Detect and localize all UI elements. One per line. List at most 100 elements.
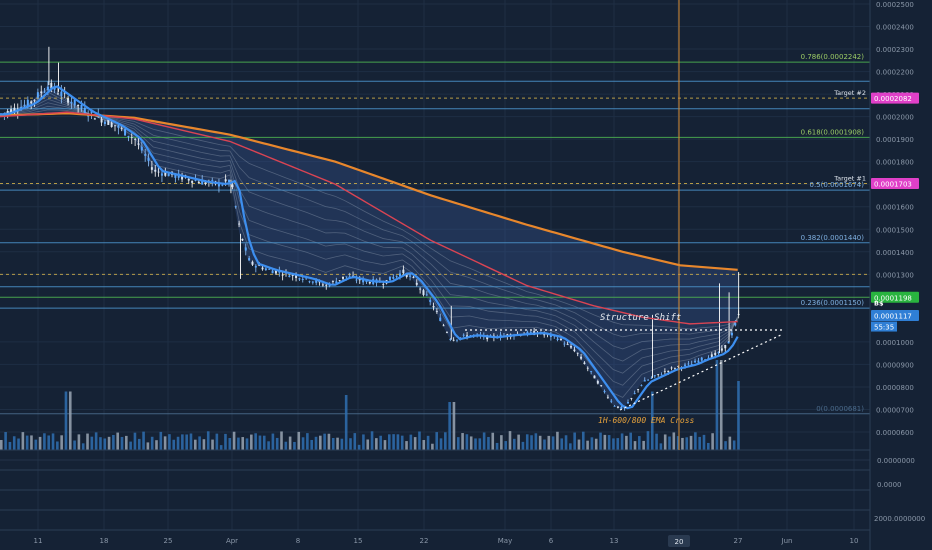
candle-body (429, 300, 432, 302)
volume-bar (650, 391, 654, 450)
candle-body (590, 371, 593, 372)
candle-body (134, 138, 137, 140)
candle-body (727, 341, 730, 344)
candle-body (412, 277, 415, 278)
volume-bar (206, 431, 210, 450)
volume-bar (724, 441, 727, 450)
volume-bar (12, 436, 16, 450)
volume-bar (21, 432, 25, 450)
candle-body (308, 281, 311, 283)
time-tick-label: 27 (734, 537, 743, 545)
volume-bar (547, 435, 551, 450)
candle-body (596, 381, 599, 384)
volume-bar (172, 439, 176, 450)
candle-body (556, 338, 559, 341)
candle-body (211, 180, 214, 181)
volume-bar (616, 438, 620, 450)
volume-bar (319, 435, 322, 450)
candle-body (439, 317, 442, 321)
candle-body (362, 279, 365, 283)
candle-body (409, 275, 412, 277)
volume-bar (202, 439, 206, 450)
volume-bar (271, 433, 275, 450)
price-tick-label: 0.0000700 (876, 406, 914, 414)
volume-bar (107, 436, 111, 450)
candle-body (660, 374, 663, 376)
volume-bar (452, 402, 456, 450)
volume-bar (629, 432, 633, 450)
volume-bar (116, 432, 119, 450)
volume-bar (366, 439, 370, 450)
volume-bar (521, 441, 525, 450)
candle-body (593, 375, 596, 379)
volume-bar (715, 360, 719, 450)
candle-body (160, 173, 163, 176)
volume-bar (607, 435, 611, 450)
lower-pane-tick-label: 0.0000000 (877, 457, 915, 465)
volume-bar (43, 433, 46, 450)
candle-body (73, 99, 76, 106)
candle-body (570, 346, 573, 348)
candle-body (365, 280, 368, 282)
candle-body (459, 337, 462, 339)
volume-bar (232, 431, 236, 450)
volume-bar (224, 433, 227, 450)
countdown-badge (871, 321, 897, 332)
candle-body (690, 363, 693, 365)
candle-body (730, 332, 733, 336)
candle-body (419, 288, 422, 290)
ema-red-line (0, 111, 738, 325)
candle-body (271, 270, 274, 274)
volume-bar (51, 433, 55, 450)
volume-bar (219, 445, 223, 450)
candle-body (663, 371, 666, 373)
candle-body (543, 334, 546, 336)
candle-body (181, 174, 184, 180)
volume-bar (331, 437, 335, 450)
volume-bar (487, 436, 490, 450)
volume-bar (525, 434, 529, 450)
volume-bar (495, 442, 499, 450)
volume-bar (254, 433, 257, 450)
candle-body (90, 111, 93, 113)
volume-bar (103, 438, 107, 450)
volume-bar (413, 437, 417, 450)
volume-bar (707, 442, 710, 450)
volume-bar (47, 435, 51, 450)
candle-body (291, 274, 294, 277)
price-badge-label: 0.0002082 (874, 95, 912, 103)
time-tick-label: 22 (420, 537, 429, 545)
ema-ribbon-line (0, 102, 738, 350)
price-tick-label: 0.0002000 (876, 114, 914, 122)
candle-body (717, 352, 720, 354)
candle-body (6, 111, 9, 113)
level-label: 0.5(0.0001674) (810, 181, 865, 189)
candle-body (288, 275, 291, 278)
volume-bar (198, 436, 201, 450)
volume-bar (211, 439, 214, 450)
price-badge (871, 310, 919, 322)
candle-body (563, 343, 566, 345)
volume-bar (336, 437, 339, 450)
candle-body (647, 379, 650, 381)
candle-body (201, 180, 204, 185)
volume-bar (30, 435, 33, 450)
volume-bar (86, 433, 89, 450)
volume-bar (60, 435, 63, 450)
candle-body (382, 284, 385, 285)
candle-body (187, 178, 190, 181)
level-label: 0.786(0.0002242) (801, 53, 865, 61)
volume-bar (340, 438, 344, 450)
volume-bar (689, 435, 693, 450)
volume-bar (663, 434, 667, 450)
volume-bar (573, 432, 576, 450)
volume-bar (275, 437, 279, 450)
price-tick-label: 0.0002300 (876, 46, 914, 54)
candle-body (110, 122, 113, 127)
candle-body (331, 281, 334, 283)
time-tick-label: 25 (164, 537, 173, 545)
candle-body (33, 99, 36, 101)
volume-bar (228, 438, 232, 450)
volume-bar (310, 439, 313, 450)
volume-bars (0, 360, 870, 451)
